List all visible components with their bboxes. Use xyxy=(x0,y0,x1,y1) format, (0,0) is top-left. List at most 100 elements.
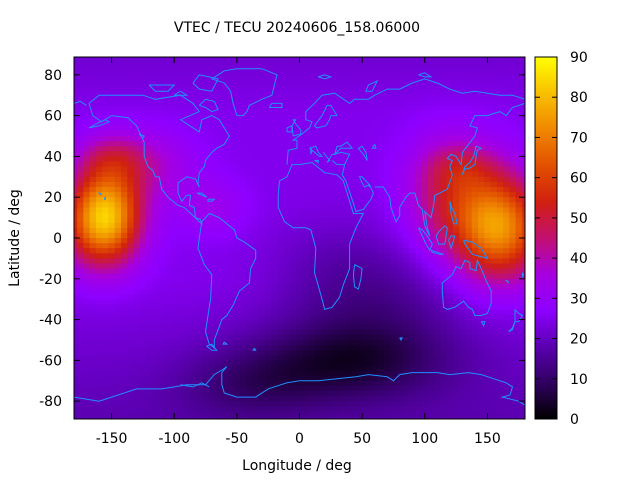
heatmap-cell xyxy=(327,217,335,224)
heatmap-cell xyxy=(415,207,423,214)
heatmap-cell xyxy=(359,288,366,295)
heatmap-cell xyxy=(252,125,260,132)
heatmap-cell xyxy=(421,171,429,178)
heatmap-cell xyxy=(415,136,423,142)
heatmap-cell xyxy=(321,105,329,112)
heatmap-cell xyxy=(384,253,391,259)
heatmap-cell xyxy=(452,375,460,382)
heatmap-cell xyxy=(120,110,128,117)
heatmap-cell xyxy=(333,227,341,234)
heatmap-cell xyxy=(214,243,222,249)
heatmap-cell xyxy=(402,59,410,66)
heatmap-cell xyxy=(102,375,110,382)
heatmap-cell xyxy=(114,304,122,310)
heatmap-cell xyxy=(283,69,291,76)
heatmap-cell xyxy=(227,268,235,275)
heatmap-cell xyxy=(77,278,84,285)
heatmap-cell xyxy=(214,248,222,254)
heatmap-cell xyxy=(208,85,216,91)
heatmap-cell xyxy=(308,156,316,163)
heatmap-cell xyxy=(189,334,197,341)
heatmap-cell xyxy=(315,329,323,336)
heatmap-cell xyxy=(377,120,385,127)
heatmap-cell xyxy=(346,278,354,285)
heatmap-cell xyxy=(108,105,116,112)
heatmap-cell xyxy=(152,314,160,321)
heatmap-cell xyxy=(139,151,147,158)
heatmap-cell xyxy=(478,396,485,402)
heatmap-cell xyxy=(296,375,304,382)
heatmap-cell xyxy=(352,263,360,270)
heatmap-cell xyxy=(296,79,304,86)
heatmap-cell xyxy=(74,390,78,397)
heatmap-cell xyxy=(296,222,304,229)
heatmap-cell xyxy=(296,238,304,244)
heatmap-cell xyxy=(409,141,416,147)
heatmap-cell xyxy=(146,187,153,193)
heatmap-cell xyxy=(390,222,398,229)
heatmap-cell xyxy=(377,370,385,377)
heatmap-cell xyxy=(371,339,379,346)
heatmap-cell xyxy=(503,294,510,300)
heatmap-cell xyxy=(390,176,398,183)
heatmap-cell xyxy=(152,130,160,137)
heatmap-cell xyxy=(459,130,467,137)
heatmap-cell xyxy=(434,345,442,351)
heatmap-cell xyxy=(127,273,135,280)
heatmap-cell xyxy=(108,90,116,96)
heatmap-cell xyxy=(202,120,210,127)
heatmap-cell xyxy=(490,355,498,361)
heatmap-cell xyxy=(202,136,210,142)
heatmap-cell xyxy=(415,141,423,147)
heatmap-cell xyxy=(177,258,185,265)
heatmap-cell xyxy=(390,370,398,377)
heatmap-cell xyxy=(390,74,398,81)
heatmap-cell xyxy=(459,294,467,300)
heatmap-cell xyxy=(340,110,348,117)
heatmap-cell xyxy=(233,278,241,285)
heatmap-cell xyxy=(377,365,385,372)
heatmap-cell xyxy=(177,115,185,122)
heatmap-cell xyxy=(227,238,235,244)
heatmap-cell xyxy=(246,319,254,326)
heatmap-cell xyxy=(290,59,297,66)
heatmap-cell xyxy=(171,268,178,275)
heatmap-cell xyxy=(521,355,525,361)
heatmap-cell xyxy=(478,207,485,214)
heatmap-cell xyxy=(120,136,128,142)
heatmap-cell xyxy=(503,141,510,147)
heatmap-cell xyxy=(515,207,523,214)
heatmap-cell xyxy=(83,151,91,158)
heatmap-cell xyxy=(409,390,416,397)
heatmap-cell xyxy=(490,222,498,229)
heatmap-cell xyxy=(384,207,391,214)
heatmap-cell xyxy=(246,110,254,117)
heatmap-cell xyxy=(77,380,84,387)
heatmap-cell xyxy=(171,339,178,346)
heatmap-cell xyxy=(509,243,517,249)
heatmap-cell xyxy=(146,130,153,137)
heatmap-cell xyxy=(83,100,91,107)
heatmap-cell xyxy=(133,166,141,173)
heatmap-cell xyxy=(146,136,153,142)
heatmap-cell xyxy=(133,329,141,336)
heatmap-cell xyxy=(371,187,379,193)
heatmap-cell xyxy=(246,187,254,193)
heatmap-cell xyxy=(446,176,454,183)
heatmap-cell xyxy=(258,299,266,305)
heatmap-cell xyxy=(133,396,141,402)
heatmap-cell xyxy=(158,334,166,341)
heatmap-cell xyxy=(189,360,197,367)
heatmap-cell xyxy=(95,64,103,71)
heatmap-cell xyxy=(171,253,178,259)
heatmap-cell xyxy=(478,339,485,346)
heatmap-cell xyxy=(484,171,492,178)
heatmap-cell xyxy=(427,64,435,71)
heatmap-cell xyxy=(484,385,492,392)
heatmap-cell xyxy=(465,396,473,402)
heatmap-cell xyxy=(484,202,492,209)
heatmap-cell xyxy=(89,360,97,367)
heatmap-cell xyxy=(158,74,166,81)
heatmap-cell xyxy=(515,263,523,270)
heatmap-cell xyxy=(271,304,279,310)
